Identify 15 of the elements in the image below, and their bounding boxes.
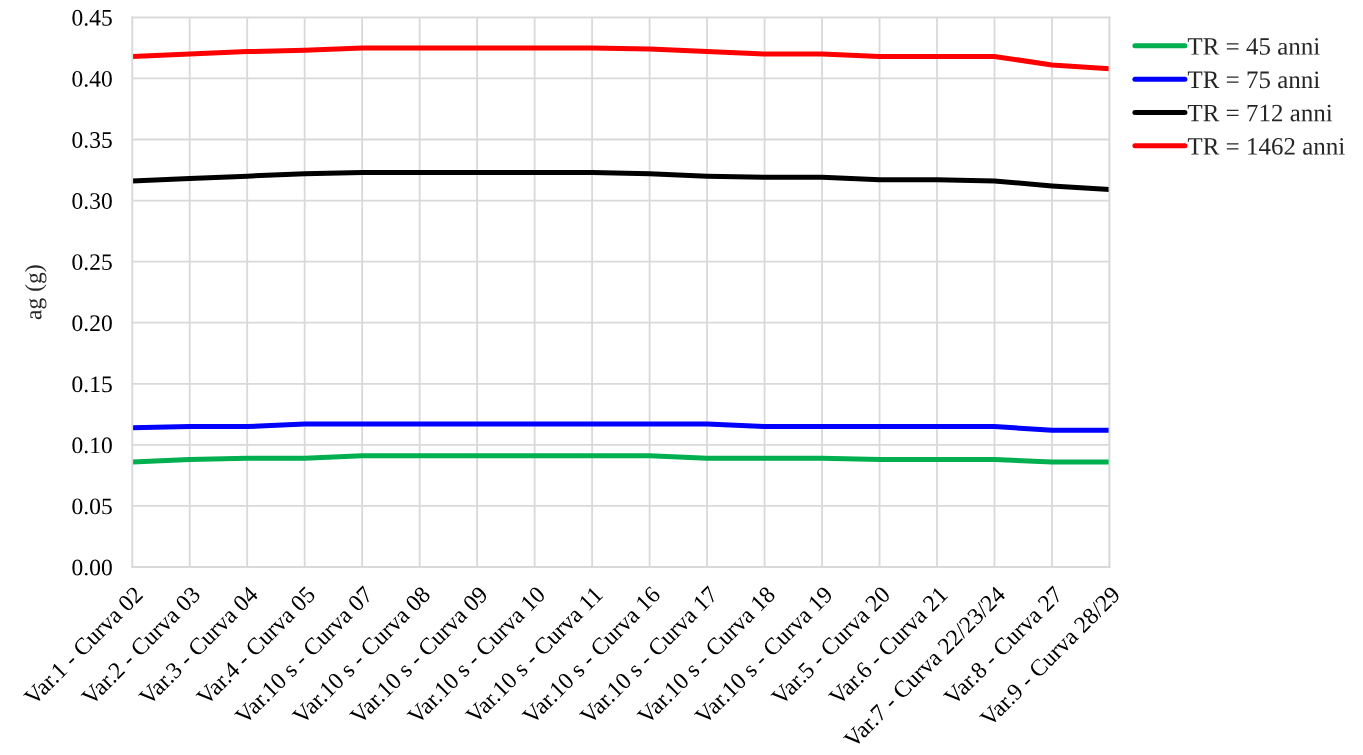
legend-label: TR = 45 anni <box>1187 38 1320 55</box>
y-axis-title: ag (g) <box>24 265 47 320</box>
y-tick-label: 0.25 <box>72 254 112 271</box>
y-tick-label: 0.35 <box>72 132 112 149</box>
legend-label: TR = 712 anni <box>1187 104 1333 122</box>
y-tick-label: 0.45 <box>72 9 112 26</box>
y-tick-label: 0.40 <box>72 70 112 87</box>
y-tick-label: 0.30 <box>72 193 112 210</box>
y-tick-label: 0.15 <box>72 376 112 393</box>
y-tick-label: 0.20 <box>72 315 112 332</box>
y-tick-label: 0.00 <box>72 559 112 576</box>
y-tick-label: 0.10 <box>72 437 112 454</box>
legend-label: TR = 75 anni <box>1187 71 1320 89</box>
legend-label: TR = 1462 anni <box>1187 138 1345 155</box>
y-tick-label: 0.05 <box>72 498 112 515</box>
